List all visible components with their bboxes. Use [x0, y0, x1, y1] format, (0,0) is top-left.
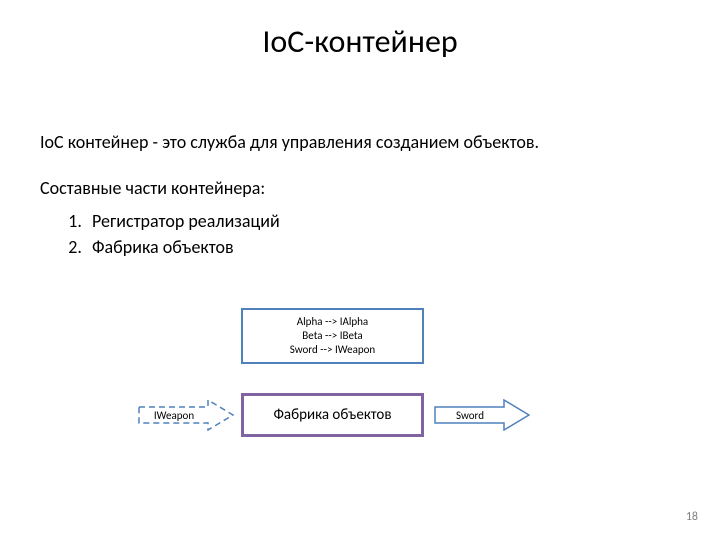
parts-list: Регистратор реализаций Фабрика объектов	[40, 209, 680, 260]
slide-title: IoC-контейнер	[0, 22, 720, 61]
mapping-line: Sword --> IWeapon	[290, 343, 375, 357]
section-header: Составные части контейнера:	[40, 176, 680, 200]
mapping-line: Beta --> IBeta	[302, 329, 362, 343]
input-arrow-icon: IWeapon	[138, 399, 234, 431]
slide-body: IoC контейнер - это служба для управлени…	[40, 130, 680, 261]
diagram: Alpha --> IAlpha Beta --> IBeta Sword --…	[0, 0, 720, 540]
list-item: Регистратор реализаций	[86, 209, 680, 233]
intro-paragraph: IoC контейнер - это служба для управлени…	[40, 130, 680, 154]
output-arrow-label: Sword	[456, 409, 484, 422]
factory-label: Фабрика объектов	[273, 406, 391, 424]
output-arrow-icon: Sword	[434, 399, 530, 431]
mapping-box: Alpha --> IAlpha Beta --> IBeta Sword --…	[241, 308, 424, 364]
list-item: Фабрика объектов	[86, 235, 680, 259]
input-arrow-label: IWeapon	[154, 409, 194, 422]
mapping-line: Alpha --> IAlpha	[297, 315, 368, 329]
factory-box: Фабрика объектов	[241, 393, 424, 437]
slide: IoC-контейнер IoC контейнер - это служба…	[0, 0, 720, 540]
page-number: 18	[686, 510, 698, 524]
